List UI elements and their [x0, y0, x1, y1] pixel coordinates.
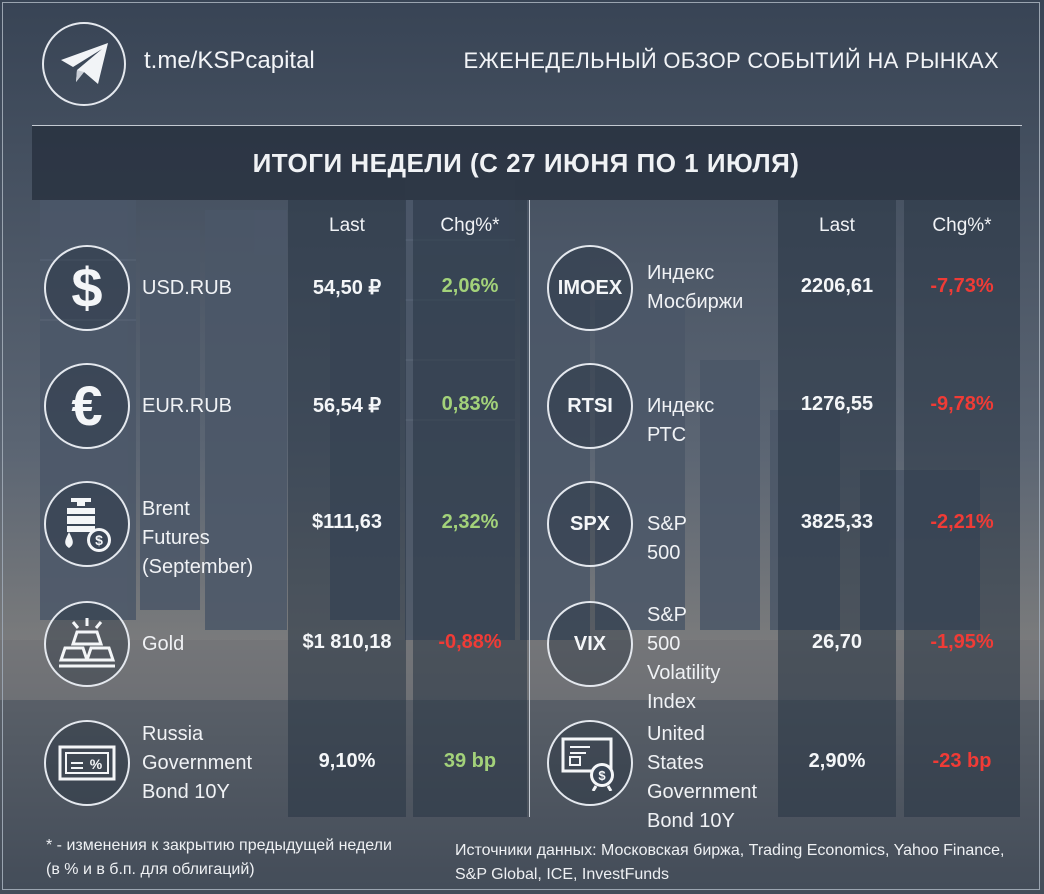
instrument-name-line: Bond 10Y: [142, 780, 230, 803]
bond-certificate-icon: %: [44, 720, 130, 806]
page-title: ИТОГИ НЕДЕЛИ (С 27 ИЮНЯ ПО 1 ИЮЛЯ): [252, 147, 800, 178]
change-value: -23 bp: [932, 750, 992, 772]
footnote-line: (в % и в б.п. для облигаций): [46, 861, 255, 878]
sources-line: Источники данных: Московская биржа, Trad…: [455, 842, 1005, 859]
instrument-name-line: Индекс РТС: [647, 394, 715, 446]
last-value: 54,50 ₽: [312, 277, 382, 299]
us-bond-certificate-icon: $: [547, 720, 633, 806]
change-value: -7,73%: [930, 275, 994, 297]
tagline: ЕЖЕНЕДЕЛЬНЫЙ ОБЗОР СОБЫТИЙ НА РЫНКАХ: [463, 48, 999, 73]
instrument-name: Brent Futures (September): [142, 495, 253, 582]
instrument-name-line: Brent Futures: [142, 498, 210, 549]
instrument-name-line: United States: [647, 722, 705, 774]
right-chg-header: Chg%*: [932, 215, 992, 236]
svg-text:$: $: [95, 532, 103, 548]
header: t.me/KSPcapital ЕЖЕНЕДЕЛЬНЫЙ ОБЗОР СОБЫТ…: [0, 0, 1044, 125]
instrument-name-line: Gold: [142, 632, 185, 655]
instrument-name: United States Government Bond 10Y: [647, 720, 757, 836]
right-last-header: Last: [819, 215, 855, 236]
footnote: * - изменения к закрытию предыдущей неде…: [46, 834, 392, 882]
instrument-name-line: Index: [647, 690, 696, 713]
instrument-name: S&P 500: [647, 510, 687, 568]
last-value: 2,90%: [808, 750, 866, 772]
instrument-name-line: Russia: [142, 722, 204, 745]
instrument-name-line: (September): [142, 556, 254, 578]
instrument-name-line: S&P 500: [647, 512, 687, 564]
instrument-name: S&P 500 Volatility Index: [647, 601, 720, 717]
last-value: 2206,61: [800, 275, 874, 297]
instrument-name-line: Government: [142, 751, 253, 774]
rtsi-icon: RTSI: [547, 363, 633, 449]
instrument-name-line: S&P 500: [647, 603, 687, 655]
instrument-name: Индекс РТС: [647, 392, 714, 450]
instrument-name-line: USD.RUB: [142, 276, 233, 299]
telegram-icon[interactable]: [42, 22, 126, 106]
right-last-column-bg: [778, 200, 896, 817]
left-last-column-bg: [288, 200, 406, 817]
euro-icon: €: [44, 363, 130, 449]
svg-text:$: $: [598, 768, 606, 783]
header-divider: [32, 125, 1022, 126]
last-value: 9,10%: [318, 750, 376, 772]
last-value: 1276,55: [800, 393, 874, 415]
sources-line: S&P Global, ICE, InvestFunds: [455, 866, 670, 883]
instrument-name: USD.RUB: [142, 274, 232, 303]
change-value: 0,83%: [441, 393, 499, 415]
right-chg-column-bg: [904, 200, 1020, 817]
column-divider: [529, 200, 530, 817]
imoex-icon-label: IMOEX: [557, 276, 623, 299]
footnote-line: * - изменения к закрытию предыдущей неде…: [46, 837, 392, 854]
vix-icon-label: VIX: [573, 632, 607, 655]
change-value: -2,21%: [930, 511, 994, 533]
instrument-name-line: Volatility: [647, 661, 721, 684]
change-value: 2,32%: [441, 511, 499, 533]
change-value: -9,78%: [930, 393, 994, 415]
instrument-name: EUR.RUB: [142, 392, 232, 421]
change-value: 2,06%: [441, 275, 499, 297]
spx-icon-label: SPX: [569, 512, 611, 535]
instrument-name-line: Bond 10Y: [647, 809, 735, 832]
change-value: 39 bp: [443, 750, 497, 772]
oil-barrel-icon: $: [44, 481, 130, 567]
instrument-name: Gold: [142, 630, 184, 659]
change-value: -1,95%: [930, 631, 994, 653]
left-last-header: Last: [329, 215, 365, 236]
last-value: 56,54 ₽: [312, 395, 382, 417]
instrument-name-line: Мосбиржи: [647, 291, 744, 313]
vix-icon: VIX: [547, 601, 633, 687]
last-value: 26,70: [811, 631, 863, 653]
title-bar: ИТОГИ НЕДЕЛИ (С 27 ИЮНЯ ПО 1 ИЮЛЯ): [32, 126, 1020, 200]
last-value: $1 810,18: [302, 631, 392, 653]
euro-icon-label: €: [71, 374, 103, 437]
instrument-name: Russia Government Bond 10Y: [142, 720, 252, 807]
rtsi-icon-label: RTSI: [567, 394, 613, 417]
data-sources: Источники данных: Московская биржа, Trad…: [455, 839, 1004, 887]
instrument-name-line: Government: [647, 780, 758, 803]
left-chg-column-bg: [413, 200, 527, 817]
dollar-icon-label: $: [71, 256, 103, 319]
telegram-link[interactable]: t.me/KSPcapital: [144, 47, 315, 74]
dollar-icon: $: [44, 245, 130, 331]
instrument-name: Индекс Мосбиржи: [647, 259, 743, 317]
last-value: $111,63: [311, 511, 383, 533]
gold-bar-icon: [44, 601, 130, 687]
last-value: 3825,33: [800, 511, 874, 533]
svg-text:%: %: [90, 756, 103, 772]
change-value: -0,88%: [438, 631, 502, 653]
instrument-name-line: Индекс: [647, 262, 715, 284]
instrument-name-line: EUR.RUB: [142, 394, 233, 417]
spx-icon: SPX: [547, 481, 633, 567]
imoex-icon: IMOEX: [547, 245, 633, 331]
left-chg-header: Chg%*: [440, 215, 500, 236]
